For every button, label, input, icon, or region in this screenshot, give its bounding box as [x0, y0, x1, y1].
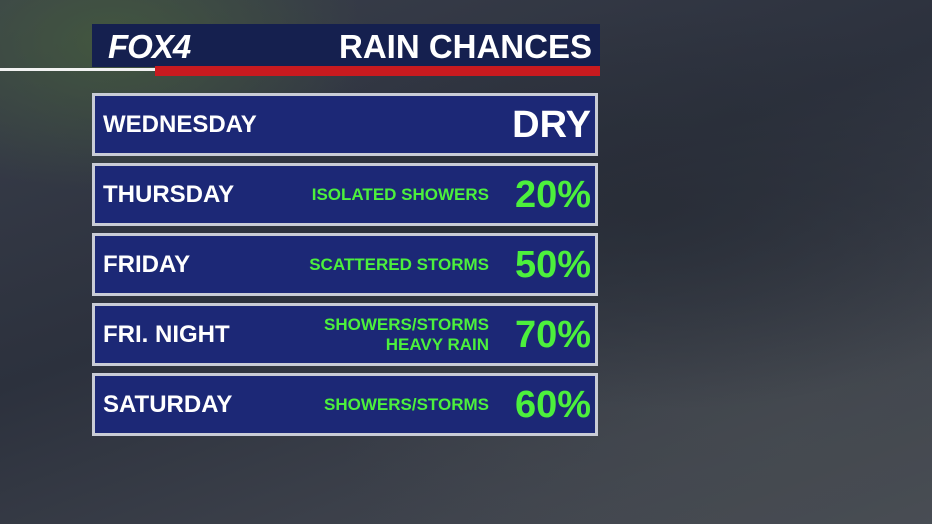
description-line: HEAVY RAIN [385, 334, 489, 354]
description-line: ISOLATED SHOWERS [311, 184, 489, 204]
forecast-row: WEDNESDAY DRY [92, 93, 598, 156]
description: ISOLATED SHOWERS [312, 166, 489, 223]
forecast-row: SATURDAY SHOWERS/STORMS 60% [92, 373, 598, 436]
description-line: SHOWERS/STORMS [324, 394, 489, 414]
rain-chance: DRY [512, 104, 591, 146]
day-label: WEDNESDAY [103, 111, 257, 138]
header-stripe [155, 66, 600, 76]
rain-chance: 50% [514, 244, 591, 286]
forecast-row: FRI. NIGHT SHOWERS/STORMS HEAVY RAIN 70% [92, 303, 598, 366]
title: RAIN CHANCES [338, 28, 592, 65]
description-line: SCATTERED STORMS [309, 254, 489, 274]
rain-chance: 20% [514, 174, 591, 216]
description: SHOWERS/STORMS HEAVY RAIN [324, 306, 489, 363]
description: SHOWERS/STORMS [324, 376, 489, 433]
description: SCATTERED STORMS [309, 236, 489, 293]
forecast-row: THURSDAY ISOLATED SHOWERS 20% [92, 163, 598, 226]
header-line [0, 68, 155, 71]
day-label: THURSDAY [103, 181, 235, 208]
day-label: FRIDAY [103, 251, 191, 278]
description-line: SHOWERS/STORMS [324, 314, 489, 334]
day-label: SATURDAY [103, 391, 233, 418]
forecast-row: FRIDAY SCATTERED STORMS 50% [92, 233, 598, 296]
rain-chance: 70% [514, 314, 591, 356]
rain-chance: 60% [514, 384, 591, 426]
day-label: FRI. NIGHT [103, 321, 230, 348]
header-bar [92, 24, 600, 67]
logo: FOX4 [108, 28, 191, 65]
